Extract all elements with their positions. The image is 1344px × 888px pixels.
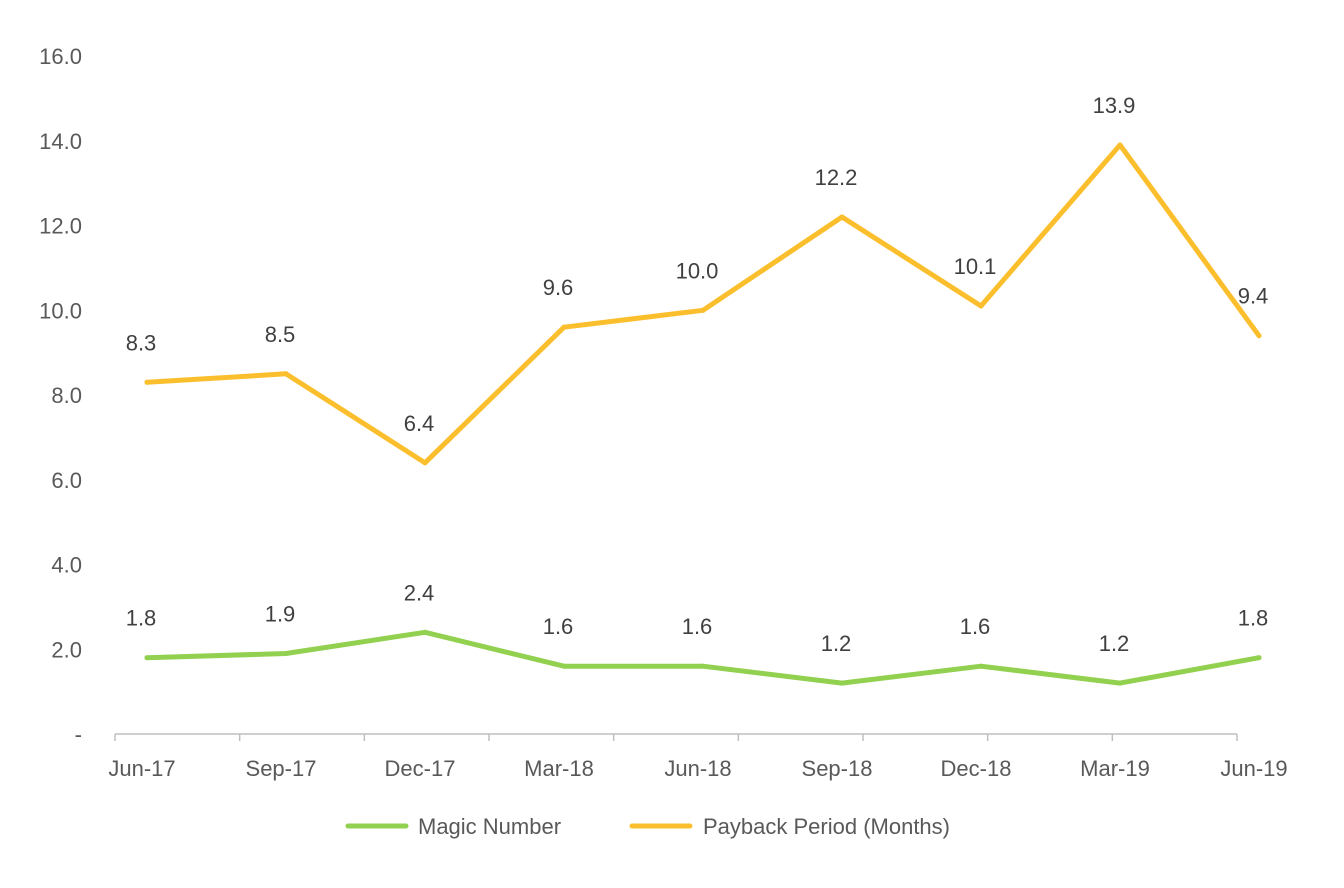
x-tick-label: Dec-18 (941, 756, 1012, 781)
data-label: 8.5 (265, 322, 296, 347)
data-label: 1.6 (960, 614, 991, 639)
data-label: 1.6 (543, 614, 574, 639)
y-tick-label: - (75, 722, 82, 747)
data-label: 1.2 (1099, 631, 1130, 656)
series-lines (144, 142, 1262, 686)
x-axis: Jun-17 Sep-17 Dec-17 Mar-18 Jun-18 Sep-18 Dec-… (108, 733, 1288, 781)
data-label: 10.0 (676, 258, 719, 283)
data-point (1117, 142, 1123, 148)
x-tick-label: Jun-19 (1220, 756, 1287, 781)
data-point (700, 307, 706, 313)
data-label: 10.1 (954, 254, 997, 279)
data-point (283, 651, 289, 656)
y-tick-label: 4.0 (51, 553, 82, 578)
data-point (144, 655, 150, 661)
data-label: 9.6 (543, 275, 574, 300)
data-label: 12.2 (815, 165, 858, 190)
data-label: 2.4 (404, 580, 435, 605)
data-point (561, 663, 567, 669)
data-label: 1.8 (126, 606, 157, 631)
y-tick-label: 10.0 (39, 298, 82, 323)
x-tick-label: Sep-17 (246, 756, 317, 781)
data-point (422, 460, 428, 466)
series-line-1 (144, 142, 1262, 466)
data-label: 1.8 (1238, 606, 1269, 631)
legend-label: Payback Period (Months) (703, 814, 950, 839)
data-point (283, 371, 289, 377)
data-point (978, 303, 984, 309)
data-label: 13.9 (1093, 93, 1136, 118)
legend-label: Magic Number (418, 814, 561, 839)
data-point (978, 663, 984, 669)
data-label: 9.4 (1238, 284, 1269, 309)
x-tick-label: Jun-18 (664, 756, 731, 781)
data-label: 1.2 (821, 631, 852, 656)
y-tick-label: 6.0 (51, 468, 82, 493)
data-point (1256, 655, 1262, 661)
x-tick-label: Mar-18 (524, 756, 594, 781)
data-point (561, 324, 567, 330)
data-label: 1.6 (682, 614, 713, 639)
data-labels: 1.8 1.9 2.4 1.6 1.6 1.2 1.6 1.2 1.8 8.3 8.5 6.4 9.6 1… (126, 93, 1269, 656)
data-point (839, 214, 845, 220)
data-point (1117, 680, 1123, 686)
y-axis: - 2.0 4.0 6.0 8.0 10.0 12.0 14.0 16.0 (39, 44, 82, 747)
legend: Magic Number Payback Period (Months) (345, 814, 950, 839)
data-label: 8.3 (126, 330, 157, 355)
data-point (839, 680, 845, 686)
y-tick-label: 14.0 (39, 129, 82, 154)
y-tick-label: 16.0 (39, 44, 82, 69)
data-point (700, 663, 706, 669)
data-point (422, 629, 428, 635)
data-label: 6.4 (404, 411, 435, 436)
y-tick-label: 2.0 (51, 637, 82, 662)
y-tick-label: 8.0 (51, 383, 82, 408)
data-point (1256, 333, 1262, 339)
y-tick-label: 12.0 (39, 214, 82, 239)
data-point (144, 379, 150, 385)
data-label: 1.9 (265, 602, 296, 627)
x-tick-label: Jun-17 (108, 756, 175, 781)
x-tick-label: Sep-18 (802, 756, 873, 781)
x-tick-label: Mar-19 (1080, 756, 1150, 781)
x-tick-label: Dec-17 (385, 756, 456, 781)
series-line-0 (144, 629, 1262, 686)
